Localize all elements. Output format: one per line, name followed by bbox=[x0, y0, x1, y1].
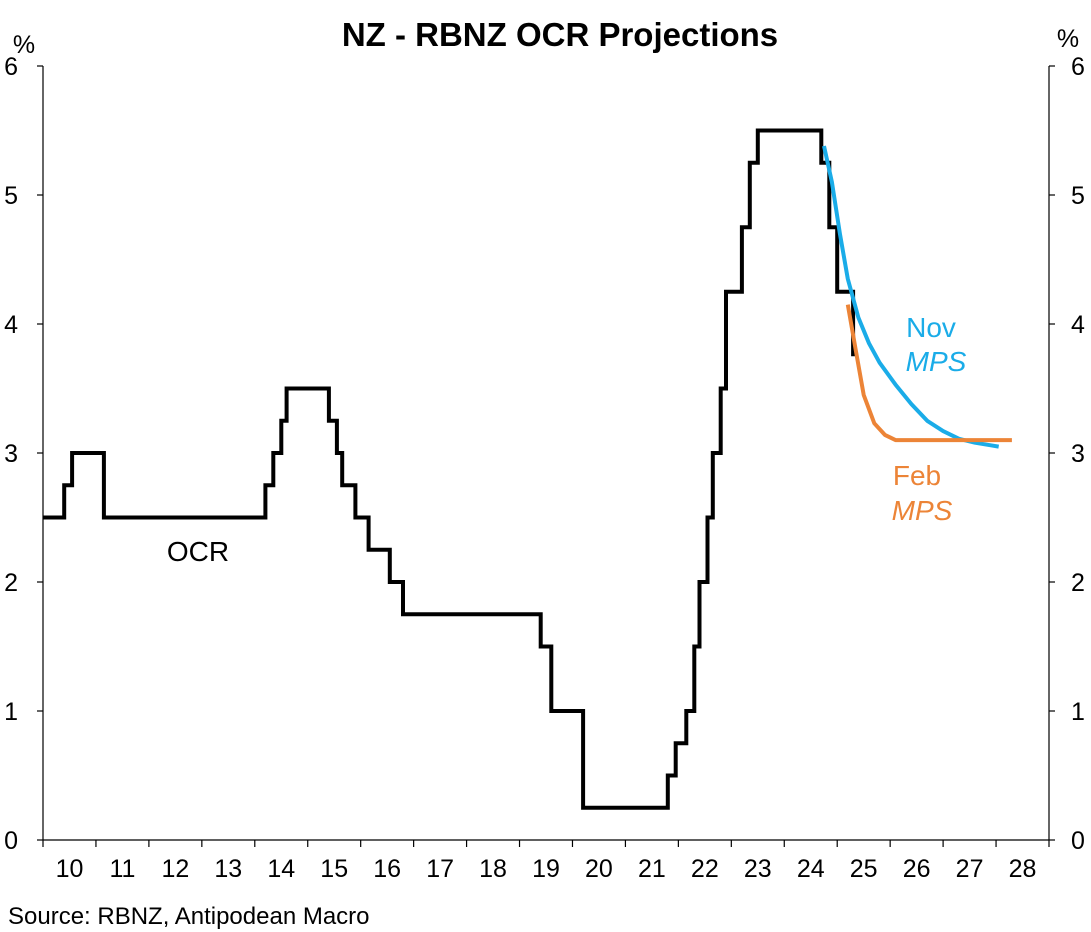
left-y-tick-label: 5 bbox=[4, 182, 18, 210]
x-tick-label: 18 bbox=[479, 855, 507, 883]
feb-series-line bbox=[845, 304, 1012, 443]
x-tick-label: 20 bbox=[585, 855, 613, 883]
left-y-tick-labels: 0 1 2 3 4 5 6 bbox=[4, 53, 18, 855]
right-y-tick-labels: 0 1 2 3 4 5 6 bbox=[1071, 53, 1085, 855]
x-tick-label: 24 bbox=[797, 855, 825, 883]
right-y-tick-label: 4 bbox=[1071, 311, 1085, 339]
series-lines bbox=[43, 128, 1012, 810]
nov-mps-label: MPS bbox=[906, 346, 967, 377]
right-y-tick-label: 1 bbox=[1071, 698, 1085, 726]
nov-series-line bbox=[822, 145, 1000, 449]
x-tick-label: 14 bbox=[267, 855, 295, 883]
x-tick-label: 10 bbox=[56, 855, 84, 883]
right-y-tick-label: 6 bbox=[1071, 53, 1085, 81]
right-y-tick-label: 0 bbox=[1071, 827, 1085, 855]
left-unit-label: % bbox=[13, 31, 35, 59]
feb-mps-label: MPS bbox=[892, 495, 953, 526]
feb-label: Feb bbox=[893, 460, 941, 491]
left-y-tick-label: 4 bbox=[4, 311, 18, 339]
right-y-tick-label: 3 bbox=[1071, 440, 1085, 468]
ocr-label: OCR bbox=[167, 536, 229, 567]
ocr-series-line bbox=[43, 128, 856, 810]
right-y-tick-label: 5 bbox=[1071, 182, 1085, 210]
x-tick-label: 13 bbox=[214, 855, 242, 883]
x-tick-label: 12 bbox=[161, 855, 189, 883]
left-y-tick-label: 2 bbox=[4, 569, 18, 597]
right-unit-label: % bbox=[1057, 25, 1079, 53]
x-tick-label: 15 bbox=[320, 855, 348, 883]
x-tick-labels: 10 11 12 13 14 15 16 17 18 19 20 21 22 23 24 25 26 27 28 bbox=[56, 855, 1037, 883]
x-tick-label: 16 bbox=[373, 855, 401, 883]
nov-label: Nov bbox=[906, 312, 956, 343]
axes bbox=[37, 65, 1055, 847]
x-tick-label: 23 bbox=[744, 855, 772, 883]
x-tick-label: 19 bbox=[532, 855, 560, 883]
left-y-tick-label: 1 bbox=[4, 698, 18, 726]
chart-title: NZ - RBNZ OCR Projections bbox=[342, 16, 778, 53]
x-tick-label: 21 bbox=[638, 855, 666, 883]
left-y-tick-label: 6 bbox=[4, 53, 18, 81]
x-tick-label: 11 bbox=[109, 855, 135, 883]
x-tick-label: 27 bbox=[956, 855, 984, 883]
left-y-tick-label: 3 bbox=[4, 440, 18, 468]
left-y-tick-label: 0 bbox=[4, 827, 18, 855]
x-tick-label: 26 bbox=[903, 855, 931, 883]
x-tick-label: 25 bbox=[850, 855, 878, 883]
right-y-tick-label: 2 bbox=[1071, 569, 1085, 597]
x-tick-label: 28 bbox=[1009, 855, 1037, 883]
source-note: Source: RBNZ, Antipodean Macro bbox=[8, 903, 370, 930]
x-tick-label: 22 bbox=[691, 855, 719, 883]
x-tick-label: 17 bbox=[426, 855, 454, 883]
